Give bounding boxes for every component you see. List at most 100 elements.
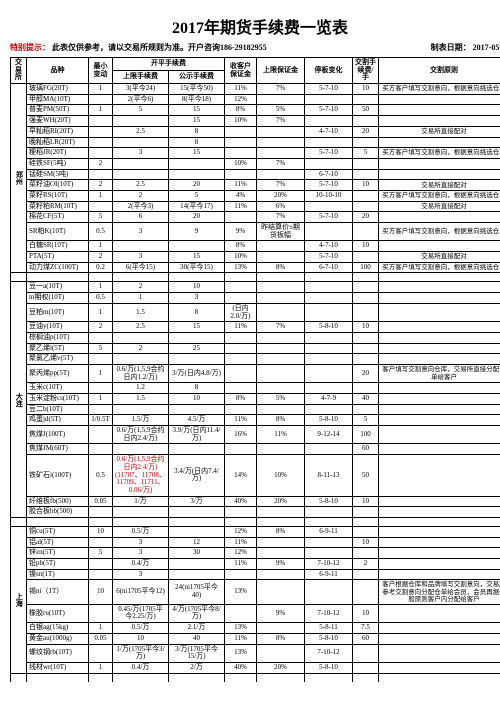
cell-u: 0.05 (89, 496, 113, 507)
cell-m (257, 507, 305, 518)
cell-lim: 5-7-10 (305, 148, 353, 159)
cell-ou (113, 404, 169, 415)
cell-r2: 10 (353, 241, 379, 252)
cell-r2: 20 (353, 126, 379, 137)
cell-p: 铁矿石i(100T) (27, 455, 89, 496)
cell-m (257, 537, 305, 548)
cell-r2 (353, 548, 379, 559)
cell-op: 15 (169, 148, 225, 159)
cell-cr: 16% (225, 426, 257, 444)
cell-op: 15(平今50) (169, 84, 225, 95)
cell-cr (225, 293, 257, 304)
cell-m (257, 404, 305, 415)
cell-rule (379, 303, 500, 321)
cell-u (89, 507, 113, 518)
date: 制表日期： 2017-05-08 (431, 42, 500, 53)
cell-rule (379, 116, 500, 127)
cell-m (257, 383, 305, 394)
cell-p: 强麦WH(20T) (27, 116, 89, 127)
table-row: 豆油y(10T)22.51511%7%5-8-1010 (11, 322, 500, 333)
cell-r2: 10 (353, 604, 379, 622)
cell-p: 黄金au(1000g) (27, 633, 89, 644)
cell-lim: 7-10-12 (305, 559, 353, 570)
th-closeratio: 收客户保证金 (225, 58, 257, 84)
table-row: 豆二b(10T) (11, 404, 500, 415)
cell-m (257, 548, 305, 559)
cell-cr: 11% (225, 180, 257, 191)
table-row: 聚氯乙烯v(5T) (11, 354, 500, 365)
cell-m: 9% (257, 559, 305, 570)
cell-cr: 8% (225, 394, 257, 405)
cell-ou: 6(ni1705平今12) (113, 580, 169, 604)
cell-u: 1 (89, 662, 113, 673)
cell-r2: 20 (353, 364, 379, 382)
cell-u: 1 (89, 623, 113, 634)
table-row: 玉米c(10T)1.28 (11, 383, 500, 394)
cell-cr (225, 212, 257, 223)
cell-op: 10 (169, 282, 225, 293)
cell-m: 昨结算价±期货板幅 (257, 223, 305, 241)
cell-lim (305, 354, 353, 365)
cell-op: 4/万(1705平今8/万) (169, 604, 225, 622)
cell-p: 豆油y(10T) (27, 322, 89, 333)
th-openpublic: 公示手续费 (169, 71, 225, 84)
cell-p: 螺纹钢rb(10T) (27, 644, 89, 662)
cell-op: 20 (169, 180, 225, 191)
table-body: 郑州玻璃FG(20T)13(平今24)15(平今50)11%7%5-7-1010… (11, 84, 500, 682)
cell-cr (225, 569, 257, 580)
cell-ou: 1/万 (113, 496, 169, 507)
cell-op: 8 (169, 126, 225, 137)
cell-r2 (353, 569, 379, 580)
cell-rule (379, 426, 500, 444)
cell-p: 聚乙烯l(5T) (27, 343, 89, 354)
cell-cr: 8% (225, 241, 257, 252)
cell-cr: 12% (225, 548, 257, 559)
cell-u: 1/0.5T (89, 415, 113, 426)
cell-rule (379, 662, 500, 673)
th-limit: 停板变化 (305, 58, 353, 84)
exchange-cell: 上海 (11, 526, 27, 673)
cell-ou: 2 (113, 190, 169, 201)
cell-op: 3.4/万(日内7.4/万) (169, 455, 225, 496)
cell-cr: 13% (225, 580, 257, 604)
page-title: 2017年期货手续费一览表 (10, 14, 500, 38)
cell-lim (305, 404, 353, 415)
cell-op: 3/万(1705平今15/万) (169, 644, 225, 662)
cell-u (89, 559, 113, 570)
cell-rule (379, 105, 500, 116)
cell-r2: 5 (353, 148, 379, 159)
cell-op: 14(平今17) (169, 201, 225, 212)
cell-lim: 4-7-10 (305, 126, 353, 137)
cell-ou: 2(平今6) (113, 94, 169, 105)
cell-lim: 7-10-12 (305, 644, 353, 662)
table-row: 胶合板bb(500) (11, 507, 500, 518)
cell-op: 9 (169, 223, 225, 241)
cell-r2 (353, 662, 379, 673)
cell-lim: 5-7-10 (305, 180, 353, 191)
table-row: 强麦WH(20T)1510%7% (11, 116, 500, 127)
table-row: 线材wr(10T)10.4/万2/万40%20%5-8-10 (11, 662, 500, 673)
cell-op: 24(ni1705平今40) (169, 580, 225, 604)
cell-m (257, 94, 305, 105)
cell-lim: 5-8-10 (305, 496, 353, 507)
cell-u (89, 201, 113, 212)
table-row: 菜籽RS(10T)1254%20%10-10-10买方客户填写交割意向，根据意向… (11, 190, 500, 201)
table-row: 棕榈油p(10T) (11, 332, 500, 343)
cell-u (89, 604, 113, 622)
cell-p: 菜籽粕RM(10T) (27, 201, 89, 212)
cell-p: 粳稻JR(20T) (27, 148, 89, 159)
cell-u: 10 (89, 526, 113, 537)
table-row: 锡ni（1T）106(ni1705平今12)24(ni1705平今40)13%客… (11, 580, 500, 604)
cell-op: 3.9/万(日内11.4/万) (169, 426, 225, 444)
cell-rule (379, 569, 500, 580)
cell-r2: 10 (353, 180, 379, 191)
cell-lim: 4-7-10 (305, 241, 353, 252)
cell-p: 铅pb(5T) (27, 559, 89, 570)
cell-cr: (日内2.0/万) (225, 303, 257, 321)
cell-m (257, 252, 305, 263)
cell-r2 (353, 354, 379, 365)
cell-r2 (353, 94, 379, 105)
cell-op: 3/万(日内4.8/万) (169, 364, 225, 382)
table-row: 焦煤JM(60T)60 (11, 444, 500, 455)
th-margin: 上限保证金 (257, 58, 305, 84)
